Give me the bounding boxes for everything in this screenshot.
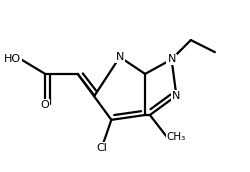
Text: HO: HO bbox=[4, 54, 21, 64]
Text: Cl: Cl bbox=[96, 143, 107, 153]
Text: CH₃: CH₃ bbox=[167, 132, 186, 142]
Text: N: N bbox=[168, 54, 176, 64]
Text: O: O bbox=[41, 100, 50, 110]
Text: N: N bbox=[172, 91, 180, 101]
Text: N: N bbox=[116, 52, 124, 62]
